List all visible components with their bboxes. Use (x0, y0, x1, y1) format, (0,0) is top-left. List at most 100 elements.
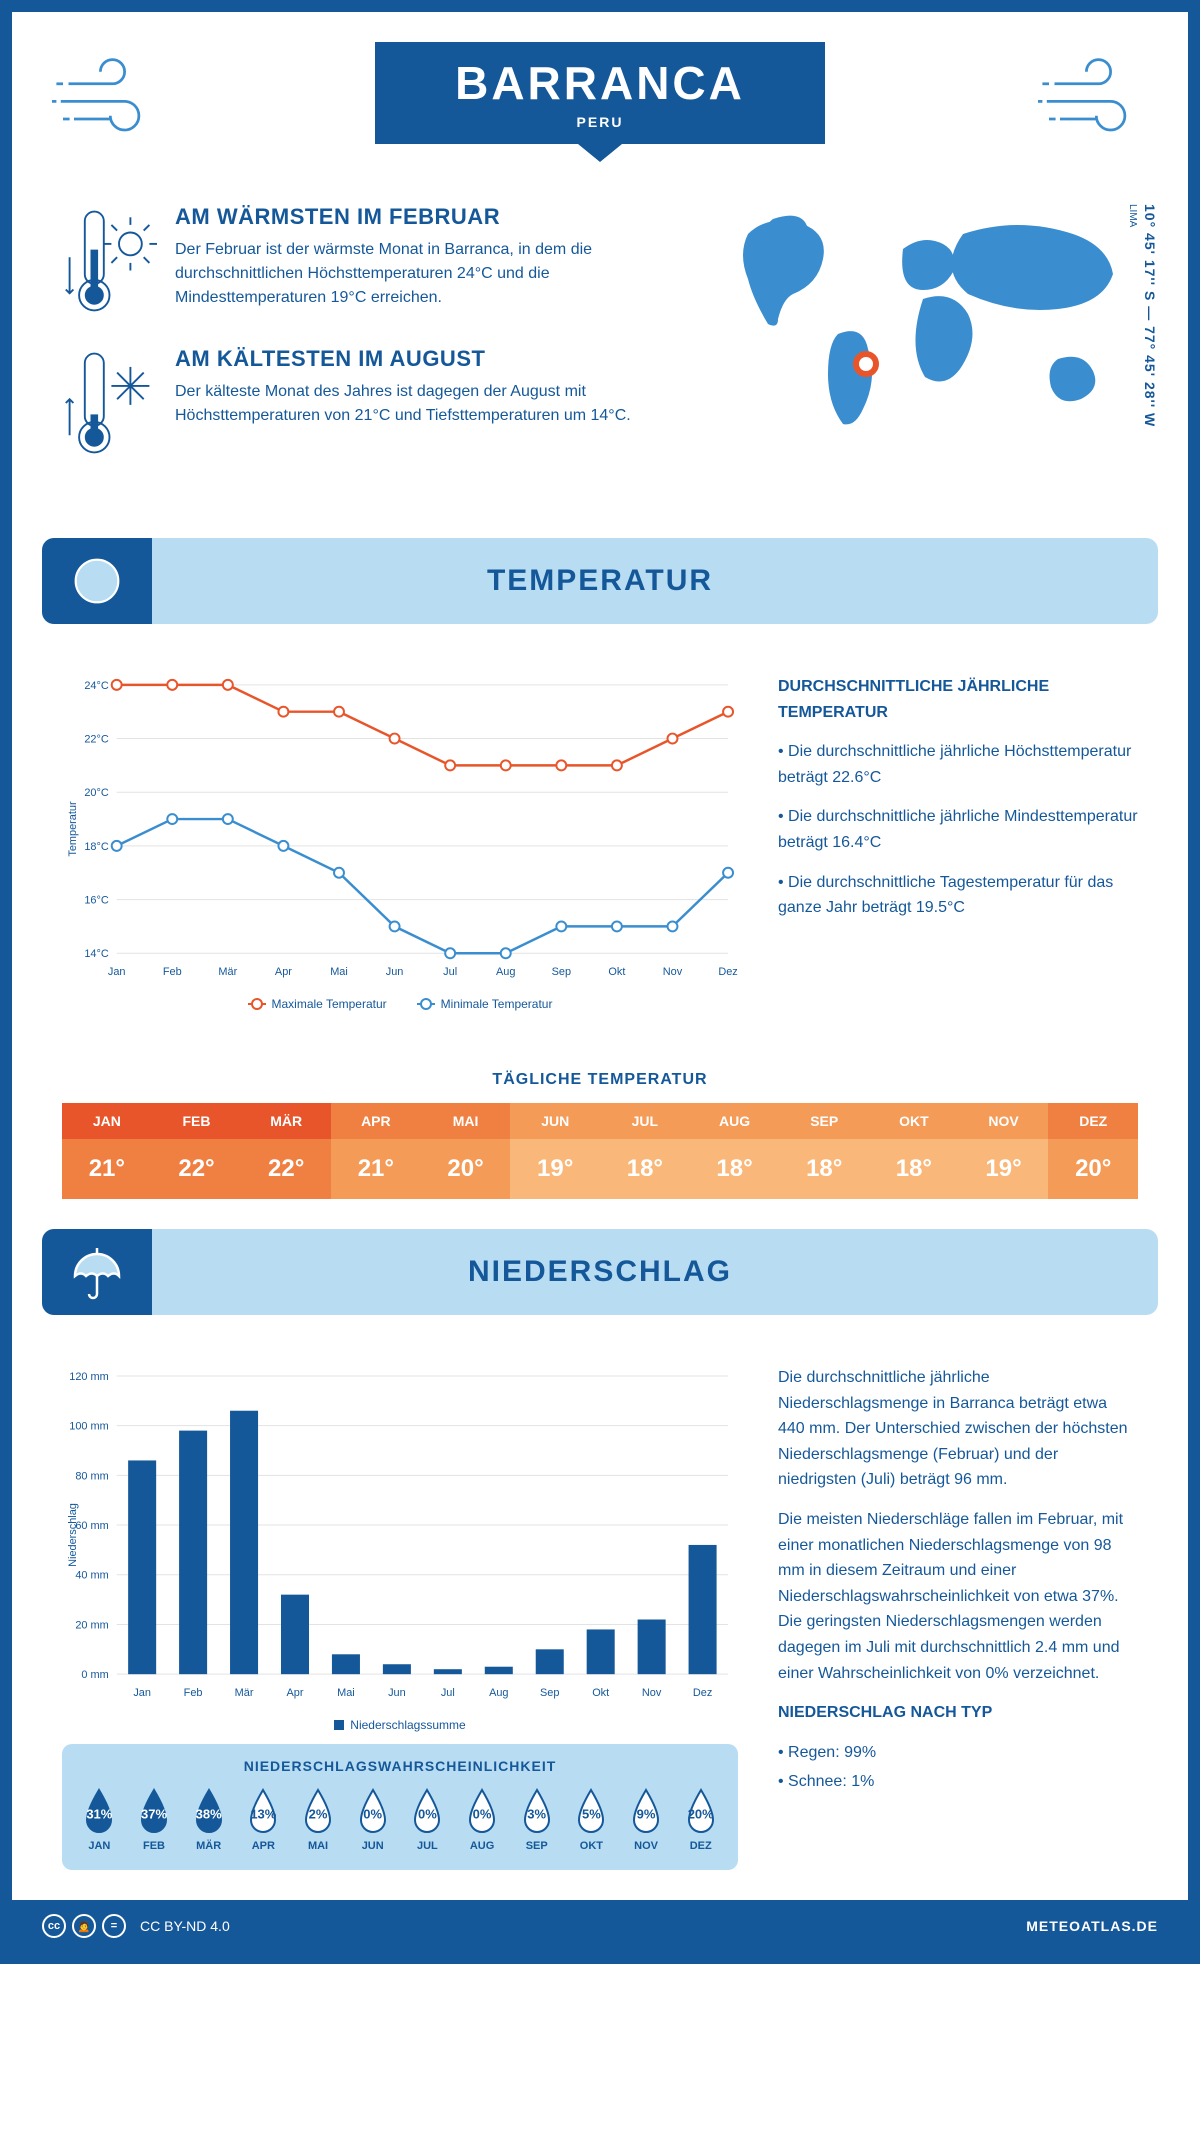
month-column: OKT18° (869, 1103, 959, 1199)
fact-coldest: AM KÄLTESTEN IM AUGUST Der kälteste Mona… (62, 346, 688, 460)
probability-column: 0%JUN (345, 1786, 400, 1852)
svg-text:16°C: 16°C (84, 895, 109, 907)
probability-month: MÄR (181, 1840, 236, 1852)
fact-coldest-body: Der kälteste Monat des Jahres ist dagege… (175, 380, 688, 428)
raindrop-icon: 5% (571, 1786, 611, 1836)
cc-icon: cc (42, 1914, 66, 1938)
probability-value: 0% (363, 1807, 382, 1822)
svg-text:Feb: Feb (163, 966, 182, 978)
legend-max-label: Maximale Temperatur (272, 997, 387, 1011)
month-column: AUG18° (690, 1103, 780, 1199)
license-text: CC BY-ND 4.0 (140, 1918, 230, 1934)
month-header: AUG (690, 1103, 780, 1139)
raindrop-icon: 31% (79, 1786, 119, 1836)
svg-text:Aug: Aug (489, 1687, 508, 1699)
precip-type-item: • Schnee: 1% (778, 1769, 1138, 1795)
probability-column: 0%AUG (455, 1786, 510, 1852)
month-header: MÄR (241, 1103, 331, 1139)
svg-text:Jan: Jan (108, 966, 126, 978)
precipitation-bar-chart: 0 mm20 mm40 mm60 mm80 mm100 mm120 mmNied… (62, 1365, 738, 1705)
svg-text:Feb: Feb (184, 1687, 203, 1699)
precipitation-section-header: NIEDERSCHLAG (42, 1229, 1158, 1315)
probability-month: MAI (291, 1840, 346, 1852)
svg-text:Okt: Okt (608, 966, 625, 978)
probability-month: AUG (455, 1840, 510, 1852)
month-value: 18° (690, 1139, 780, 1199)
probability-column: 9% NOV (619, 1786, 674, 1852)
svg-text:80 mm: 80 mm (75, 1470, 108, 1482)
month-header: APR (331, 1103, 421, 1139)
raindrop-icon: 20% (681, 1786, 721, 1836)
month-header: JAN (62, 1103, 152, 1139)
probability-month: JAN (72, 1840, 127, 1852)
svg-text:Jun: Jun (386, 966, 404, 978)
probability-value: 38% (196, 1807, 222, 1822)
precip-legend-label: Niederschlagssumme (350, 1718, 465, 1732)
precip-info-p1: Die durchschnittliche jährliche Niedersc… (778, 1365, 1138, 1493)
probability-column: 3%SEP (509, 1786, 564, 1852)
probability-column: 20%DEZ (673, 1786, 728, 1852)
raindrop-icon: 9% (626, 1786, 666, 1836)
intro-section: AM WÄRMSTEN IM FEBRUAR Der Februar ist d… (12, 194, 1188, 518)
probability-column: 38% MÄR (181, 1786, 236, 1852)
fact-warmest-title: AM WÄRMSTEN IM FEBRUAR (175, 204, 688, 230)
month-value: 22° (241, 1139, 331, 1199)
probability-value: 31% (86, 1807, 112, 1822)
svg-text:Sep: Sep (552, 966, 571, 978)
svg-text:Mai: Mai (337, 1687, 355, 1699)
month-header: DEZ (1048, 1103, 1138, 1139)
thermometer-cold-icon (62, 346, 157, 460)
svg-text:18°C: 18°C (84, 841, 109, 853)
month-value: 18° (779, 1139, 869, 1199)
month-header: JUN (510, 1103, 600, 1139)
month-header: SEP (779, 1103, 869, 1139)
world-map (718, 204, 1138, 434)
month-column: JUL18° (600, 1103, 690, 1199)
probability-value: 0% (418, 1807, 437, 1822)
fact-warmest: AM WÄRMSTEN IM FEBRUAR Der Februar ist d… (62, 204, 688, 318)
probability-month: JUL (400, 1840, 455, 1852)
infographic-container: BARRANCA PERU AM WÄRMSTEN IM FEBRUAR Der… (0, 0, 1200, 1964)
precipitation-title: NIEDERSCHLAG (42, 1255, 1158, 1289)
precipitation-body: 0 mm20 mm40 mm60 mm80 mm100 mm120 mmNied… (12, 1335, 1188, 1900)
header: BARRANCA PERU (12, 12, 1188, 194)
raindrop-icon: 38% (189, 1786, 229, 1836)
timezone-label: LIMA (1127, 204, 1138, 227)
svg-text:Niederschlag: Niederschlag (67, 1503, 79, 1567)
probability-column: 31% JAN (72, 1786, 127, 1852)
probability-month: NOV (619, 1840, 674, 1852)
probability-column: 5% OKT (564, 1786, 619, 1852)
svg-text:100 mm: 100 mm (69, 1421, 108, 1433)
temperature-title: TEMPERATUR (42, 564, 1158, 598)
precip-type-item: • Regen: 99% (778, 1740, 1138, 1766)
month-value: 19° (510, 1139, 600, 1199)
svg-text:Mär: Mär (235, 1687, 254, 1699)
svg-text:Jun: Jun (388, 1687, 406, 1699)
temp-info-bullet: • Die durchschnittliche jährliche Mindes… (778, 804, 1138, 855)
svg-text:Okt: Okt (592, 1687, 609, 1699)
month-header: OKT (869, 1103, 959, 1139)
month-value: 18° (869, 1139, 959, 1199)
temperature-legend: Maximale Temperatur Minimale Temperatur (62, 997, 738, 1011)
svg-text:20 mm: 20 mm (75, 1619, 108, 1631)
probability-value: 2% (309, 1807, 328, 1822)
month-header: JUL (600, 1103, 690, 1139)
svg-text:Jul: Jul (441, 1687, 455, 1699)
svg-text:Nov: Nov (642, 1687, 662, 1699)
probability-month: OKT (564, 1840, 619, 1852)
temp-info-bullet: • Die durchschnittliche Tagestemperatur … (778, 870, 1138, 921)
svg-text:14°C: 14°C (84, 948, 109, 960)
precip-type-title: NIEDERSCHLAG NACH TYP (778, 1700, 1138, 1726)
svg-text:Temperatur: Temperatur (67, 801, 79, 857)
month-header: NOV (959, 1103, 1049, 1139)
svg-text:120 mm: 120 mm (69, 1371, 108, 1383)
fact-coldest-title: AM KÄLTESTEN IM AUGUST (175, 346, 688, 372)
probability-month: APR (236, 1840, 291, 1852)
umbrella-icon (42, 1229, 152, 1315)
svg-text:20°C: 20°C (84, 787, 109, 799)
daily-temp-table: JAN21°FEB22°MÄR22°APR21°MAI20°JUN19°JUL1… (62, 1103, 1138, 1199)
month-column: SEP18° (779, 1103, 869, 1199)
svg-text:Dez: Dez (693, 1687, 712, 1699)
temp-info-title: DURCHSCHNITTLICHE JÄHRLICHE TEMPERATUR (778, 674, 1138, 725)
footer: cc 🙍 = CC BY-ND 4.0 METEOATLAS.DE (12, 1900, 1188, 1952)
